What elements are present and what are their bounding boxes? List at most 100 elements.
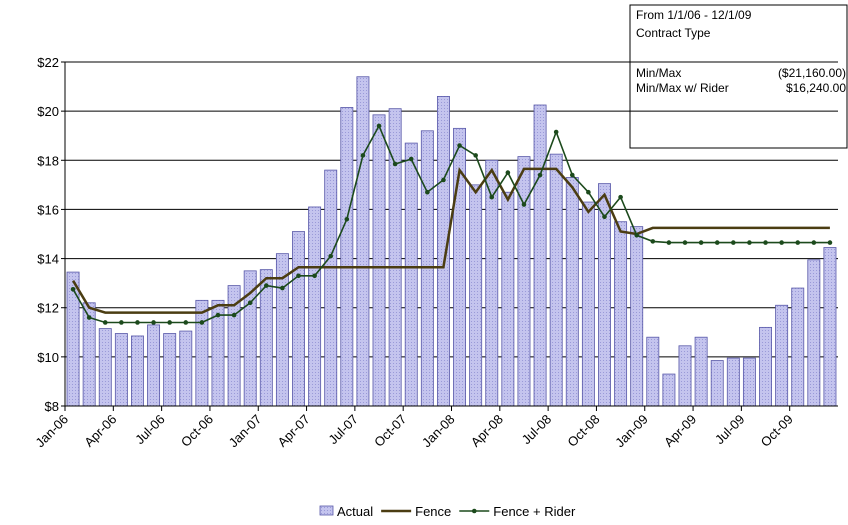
bar (710, 360, 724, 407)
marker (86, 315, 92, 320)
bar (759, 326, 772, 407)
bar (131, 335, 144, 407)
marker (553, 129, 559, 135)
bar (549, 153, 563, 407)
marker (167, 320, 172, 325)
y-tick-label: $18 (37, 153, 59, 168)
marker (441, 177, 446, 183)
bar (147, 324, 161, 407)
marker (183, 320, 189, 325)
info-period: From 1/1/06 - 12/1/09 (636, 8, 752, 22)
marker (650, 239, 656, 244)
bar (356, 76, 370, 407)
marker (199, 320, 205, 325)
x-tick-label: Jan-08 (419, 412, 458, 451)
marker (698, 240, 704, 245)
x-tick-label: Jan-09 (612, 412, 651, 451)
marker (392, 161, 398, 167)
bar (581, 201, 595, 407)
bar (227, 285, 241, 407)
bar (308, 206, 322, 407)
bar (646, 336, 660, 407)
marker (666, 240, 672, 245)
marker (408, 156, 414, 162)
x-tick-label: Jan-06 (32, 412, 71, 451)
info-contract-type: Contract Type (636, 26, 711, 40)
marker (344, 216, 350, 222)
marker (360, 153, 366, 158)
marker (569, 172, 575, 178)
bar (469, 184, 483, 407)
marker (151, 320, 156, 325)
marker (682, 240, 688, 245)
bar (179, 330, 193, 407)
marker (231, 312, 237, 318)
legend-label: Actual (337, 504, 373, 519)
x-tick-label: Apr-09 (661, 412, 699, 450)
bar (501, 191, 515, 407)
y-tick-label: $20 (37, 104, 59, 119)
marker (811, 240, 817, 245)
marker (586, 189, 591, 195)
bar (114, 333, 128, 407)
legend-swatch (319, 505, 334, 516)
marker (425, 189, 430, 195)
bar (742, 357, 756, 407)
x-tick-label: Oct-07 (371, 412, 409, 450)
x-tick-label: Jul-07 (325, 412, 361, 448)
bar (372, 114, 386, 407)
marker (731, 240, 736, 245)
y-tick-label: $14 (37, 252, 59, 267)
marker (537, 172, 543, 178)
bar (243, 270, 257, 407)
bar (807, 259, 821, 407)
x-tick-label: Apr-06 (81, 412, 119, 450)
marker (747, 240, 752, 245)
bar (98, 328, 112, 407)
bar (775, 304, 789, 407)
bar (533, 104, 547, 407)
marker (119, 320, 124, 325)
bar (678, 345, 692, 407)
y-tick-label: $16 (37, 202, 59, 217)
legend-label: Fence + Rider (493, 504, 576, 519)
info-value: ($21,160.00) (778, 66, 846, 80)
bar (163, 333, 177, 407)
marker (264, 283, 269, 288)
bar (694, 336, 708, 407)
bar (662, 373, 676, 407)
info-box: From 1/1/06 - 12/1/09 Contract Type Min/… (629, 4, 848, 149)
bar (324, 169, 338, 407)
x-tick-label: Jul-06 (132, 412, 168, 448)
marker (489, 194, 495, 200)
y-tick-label: $12 (37, 301, 59, 316)
bar (404, 142, 418, 407)
info-label: Min/Max w/ Rider (636, 81, 729, 95)
y-tick-label: $22 (37, 55, 59, 70)
bar (630, 226, 644, 407)
marker (70, 286, 76, 292)
marker (280, 285, 285, 291)
bar (66, 271, 80, 407)
y-tick-label: $10 (37, 350, 59, 365)
marker (505, 170, 511, 175)
marker (457, 143, 462, 148)
x-tick-label: Jul-08 (519, 412, 555, 448)
x-tick-label: Jul-09 (712, 412, 748, 448)
marker (779, 240, 784, 245)
line (72, 124, 830, 324)
marker (102, 320, 108, 325)
info-value: $16,240.00 (786, 81, 846, 95)
bar (614, 221, 628, 407)
x-tick-label: Oct-09 (758, 412, 796, 450)
bar (791, 287, 805, 407)
marker (247, 300, 253, 306)
bar (726, 357, 740, 407)
marker (795, 240, 801, 245)
bar (517, 156, 531, 407)
y-tick-label: $8 (45, 399, 59, 414)
bar (292, 231, 305, 407)
legend-marker (471, 508, 477, 514)
marker (296, 273, 301, 279)
